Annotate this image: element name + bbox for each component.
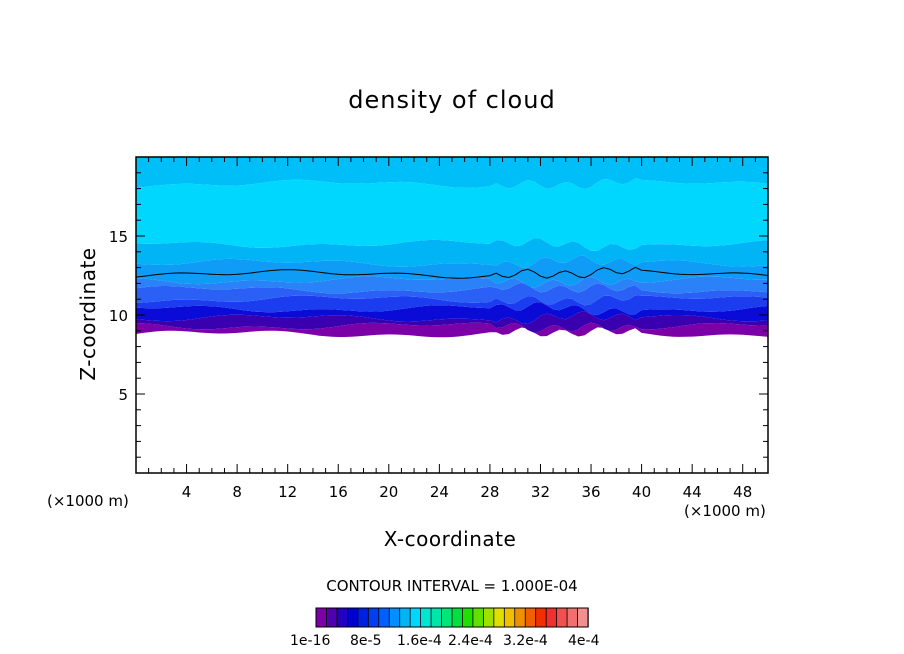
y-tick-label: 10 (109, 307, 128, 325)
contour-layer-7 (136, 238, 768, 268)
x-tick-label: 12 (278, 483, 297, 501)
y-tick-label: 5 (118, 386, 128, 404)
colorbar-label: 1.6e-4 (397, 633, 442, 649)
colorbar-swatch (346, 607, 359, 628)
x-tick-label: 36 (581, 483, 600, 501)
contour-interval-text: CONTOUR INTERVAL = 1.000E-04 (326, 577, 578, 595)
colorbar-swatch (409, 607, 422, 628)
colorbar-swatch (336, 607, 349, 628)
colorbar-swatch (514, 607, 526, 628)
colorbar-swatch (462, 607, 474, 628)
colorbar-swatch (315, 607, 328, 628)
colorbar-swatch (482, 607, 495, 628)
contour-line-group (135, 266, 769, 279)
contour-layer-1 (136, 311, 768, 333)
colorbar-swatch (556, 607, 568, 628)
x-tick-label: 16 (329, 483, 348, 501)
contour-layer-0 (136, 322, 768, 338)
colorbar-label: 2.4e-4 (448, 633, 493, 649)
colorbar-swatch (430, 607, 443, 628)
x-tick-label: 24 (430, 483, 449, 501)
x-tick-label: 20 (379, 483, 398, 501)
colorbar-label: 4e-4 (568, 633, 600, 649)
contour-layer-6 (136, 255, 768, 288)
contour-line (135, 266, 769, 279)
x-tick-label: 4 (182, 483, 192, 501)
colorbar-swatch (326, 607, 338, 628)
contour-layer-5 (136, 276, 768, 294)
colorbar-frame (315, 607, 589, 628)
colorbar-label: 8e-5 (350, 633, 382, 649)
colorbar (315, 607, 589, 628)
colorbar-swatch (545, 607, 558, 628)
colorbar-swatch (378, 607, 390, 628)
colorbar-swatch (367, 607, 380, 628)
chart-title: density of cloud (348, 86, 556, 114)
contour-layer-2 (136, 302, 768, 324)
colorbar-swatch (524, 607, 537, 628)
x-axis-ticks: 4 8 12 16 20 24 28 32 36 40 44 48 (148, 157, 756, 501)
y-axis-label: Z-coordinate (76, 247, 100, 381)
colorbar-swatch (399, 607, 411, 628)
contour-fill-layers (136, 157, 768, 338)
x-tick-label: 40 (632, 483, 651, 501)
colorbar-swatch (503, 607, 516, 628)
contour-layer-8 (136, 178, 768, 251)
x-tick-label: 8 (232, 483, 242, 501)
colorbar-swatch (566, 607, 579, 628)
colorbar-swatch (388, 607, 401, 628)
colorbar-swatch (577, 607, 589, 628)
colorbar-swatch (357, 607, 370, 628)
x-tick-label: 28 (480, 483, 499, 501)
x-unit-left: (×1000 m) (47, 492, 129, 510)
colorbar-swatch (441, 607, 453, 628)
x-tick-label: 32 (531, 483, 550, 501)
colorbar-swatch (420, 607, 432, 628)
colorbar-swatch (451, 607, 464, 628)
colorbar-label: 3.2e-4 (503, 633, 548, 649)
x-axis-label: X-coordinate (383, 527, 517, 551)
colorbar-label: 1e-16 (290, 633, 331, 649)
colorbar-swatch (472, 607, 485, 628)
x-tick-label: 48 (733, 483, 752, 501)
y-axis-ticks: 5 10 15 (109, 172, 768, 458)
colorbar-swatch (493, 607, 506, 628)
contour-layer-4 (136, 282, 768, 306)
y-tick-label: 15 (109, 228, 128, 246)
contour-layer-9 (136, 157, 768, 190)
x-unit-right: (×1000 m) (684, 502, 766, 520)
colorbar-swatch (535, 607, 547, 628)
x-tick-label: 44 (683, 483, 702, 501)
contour-layer-3 (136, 295, 768, 316)
